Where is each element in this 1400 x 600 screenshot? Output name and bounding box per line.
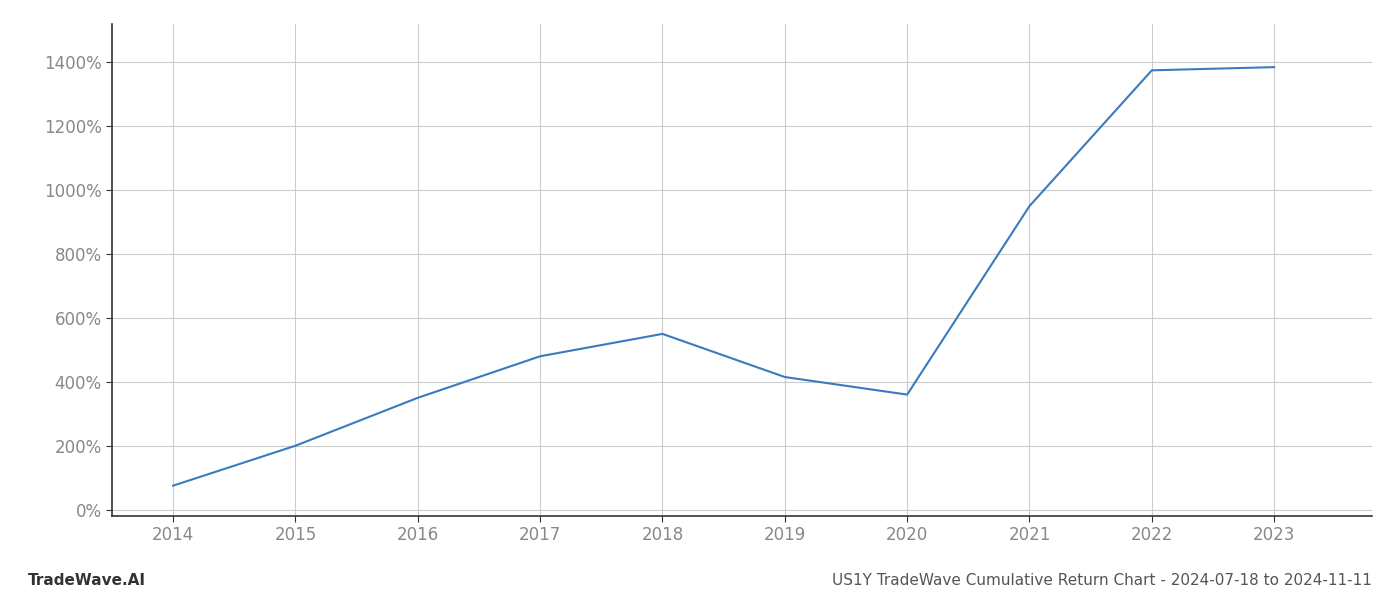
Text: US1Y TradeWave Cumulative Return Chart - 2024-07-18 to 2024-11-11: US1Y TradeWave Cumulative Return Chart -…: [832, 573, 1372, 588]
Text: TradeWave.AI: TradeWave.AI: [28, 573, 146, 588]
